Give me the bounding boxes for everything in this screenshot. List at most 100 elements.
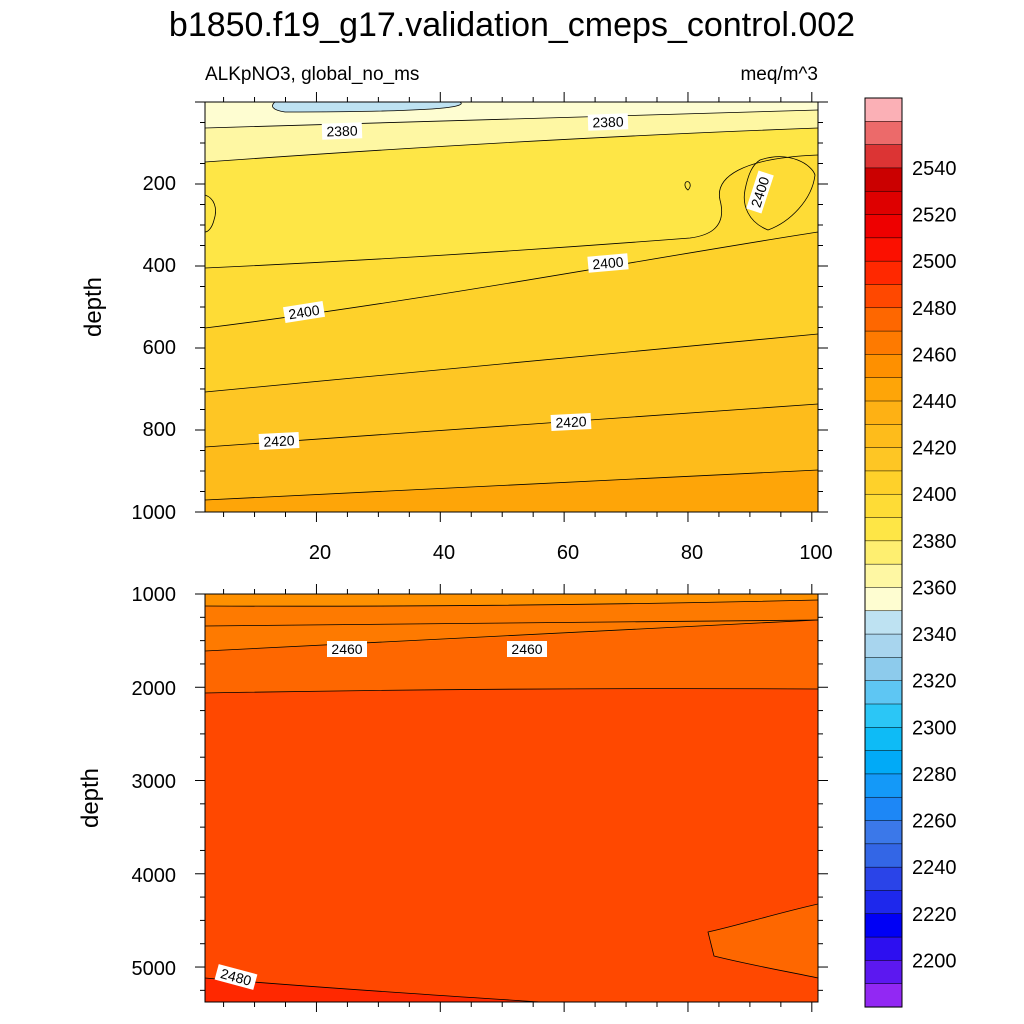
contour-label: 2480 <box>214 964 258 990</box>
colorbar-swatch <box>864 680 903 705</box>
y-tick-label: 1000 <box>132 502 177 524</box>
x-tick-label: 40 <box>433 542 455 564</box>
upper-axis-ticks <box>195 92 828 522</box>
svg-text:2420: 2420 <box>263 432 295 450</box>
colorbar-label: 2500 <box>912 251 957 273</box>
colorbar-label: 2540 <box>912 158 957 180</box>
colorbar-swatch <box>864 470 903 495</box>
upper-contour-fills <box>205 102 818 512</box>
colorbar-swatch <box>864 843 903 868</box>
colorbar-swatch <box>864 144 903 169</box>
colorbar-label: 2280 <box>912 764 957 786</box>
y-tick-label: 400 <box>143 255 176 277</box>
colorbar-swatch <box>864 913 903 938</box>
upper-fill-2370 <box>272 102 462 112</box>
y-tick-label: 1000 <box>132 584 177 606</box>
colorbar-swatch <box>864 563 903 589</box>
svg-text:2380: 2380 <box>326 122 358 139</box>
colorbar-swatch <box>864 377 903 402</box>
x-tick-label: 60 <box>557 542 579 564</box>
y-tick-label: 3000 <box>132 771 177 793</box>
colorbar-swatch <box>864 983 903 1008</box>
contour-label: 2400 <box>587 253 629 273</box>
svg-text:2420: 2420 <box>555 413 587 431</box>
colorbar-label: 2320 <box>912 671 957 693</box>
svg-text:2460: 2460 <box>511 641 542 657</box>
upper-contour-labels: 2380 2380 2400 2400 2400 2420 <box>258 113 774 451</box>
units-subtitle: meq/m^3 <box>740 64 818 85</box>
colorbar-label: 2440 <box>912 391 957 413</box>
colorbar-swatch <box>864 354 903 379</box>
colorbar-swatch <box>864 587 903 612</box>
lower-contour-fills <box>205 594 818 1002</box>
chart-title: b1850.f19_g17.validation_cmeps_control.0… <box>169 6 855 44</box>
svg-text:2380: 2380 <box>592 113 624 130</box>
colorbar-swatch <box>864 307 903 332</box>
colorbar-swatch <box>864 121 903 146</box>
colorbar-label: 2480 <box>912 298 957 320</box>
colorbar-label: 2220 <box>912 904 957 926</box>
colorbar-swatch <box>864 633 903 658</box>
colorbar-swatch <box>864 97 903 122</box>
colorbar-swatch <box>864 960 903 985</box>
colorbar-label: 2240 <box>912 857 957 879</box>
colorbar-label: 2360 <box>912 577 957 599</box>
colorbar-label: 2400 <box>912 484 957 506</box>
colorbar-label: 2300 <box>912 717 957 739</box>
contour-label: 2400 <box>282 300 326 324</box>
colorbar-swatch <box>864 330 903 355</box>
colorbar-swatch <box>864 727 903 752</box>
colorbar-swatch <box>864 936 903 961</box>
y-tick-label: 800 <box>143 419 176 441</box>
colorbar-swatch <box>864 610 903 635</box>
colorbar-swatch <box>864 796 903 822</box>
colorbar-swatch <box>864 167 903 192</box>
colorbar-swatch <box>864 750 903 775</box>
colorbar-swatch <box>864 773 903 798</box>
contour-label: 2380 <box>321 122 363 140</box>
upper-y-axis-label: depth <box>80 277 107 337</box>
colorbar-frame <box>864 97 903 1008</box>
colorbar-swatch <box>864 493 903 519</box>
contour-label: 2460 <box>327 641 367 657</box>
contour-label: 2420 <box>550 412 592 432</box>
colorbar-swatch <box>864 890 903 915</box>
lower-fill-2465 <box>205 594 818 651</box>
lower-y-axis-label: depth <box>77 768 104 828</box>
colorbar-swatch <box>864 657 903 682</box>
variable-subtitle: ALKpNO3, global_no_ms <box>205 64 419 85</box>
x-tick-label: 80 <box>681 542 703 564</box>
colorbar-label: 2460 <box>912 344 957 366</box>
lower-fill-2470-east-pocket <box>708 904 818 978</box>
svg-text:2400: 2400 <box>592 254 625 273</box>
x-tick-labels: 20 40 60 80 100 <box>309 542 833 564</box>
colorbar-swatch <box>864 214 903 239</box>
svg-text:2480: 2480 <box>219 965 253 989</box>
y-tick-label: 2000 <box>132 678 177 700</box>
colorbar-swatch <box>864 424 903 449</box>
lower-plot-frame <box>204 593 819 1003</box>
x-tick-label: 20 <box>309 542 331 564</box>
lower-axis-ticks <box>195 584 828 1012</box>
upper-y-tick-labels: 200 400 600 800 1000 <box>132 173 177 524</box>
y-tick-label: 600 <box>143 337 176 359</box>
y-tick-label: 5000 <box>132 958 177 980</box>
colorbar-label: 2420 <box>912 438 957 460</box>
colorbar-swatch <box>864 260 903 286</box>
colorbar-swatch <box>864 703 903 728</box>
y-tick-label: 200 <box>143 173 176 195</box>
colorbar-swatch <box>864 237 903 262</box>
colorbar-label: 2200 <box>912 950 957 972</box>
upper-panel: 2380 2380 2400 2400 2400 2420 <box>80 92 833 564</box>
colorbar-swatches <box>864 97 903 1008</box>
lower-panel: 2460 2460 2480 1000 2000 3000 4000 5000 … <box>77 584 828 1012</box>
colorbar-swatch <box>864 447 903 472</box>
svg-text:2400: 2400 <box>287 302 320 323</box>
colorbar-labels: 2540 2520 2500 2480 2460 2440 2420 2400 2380 2360… <box>912 158 957 972</box>
svg-text:2460: 2460 <box>331 641 362 657</box>
colorbar: 2540 2520 2500 2480 2460 2440 2420 2400 2380 2360… <box>864 97 957 1008</box>
lower-fill-2460 <box>205 594 818 607</box>
colorbar-label: 2520 <box>912 205 957 227</box>
lower-y-tick-labels: 1000 2000 3000 4000 5000 <box>132 584 177 980</box>
